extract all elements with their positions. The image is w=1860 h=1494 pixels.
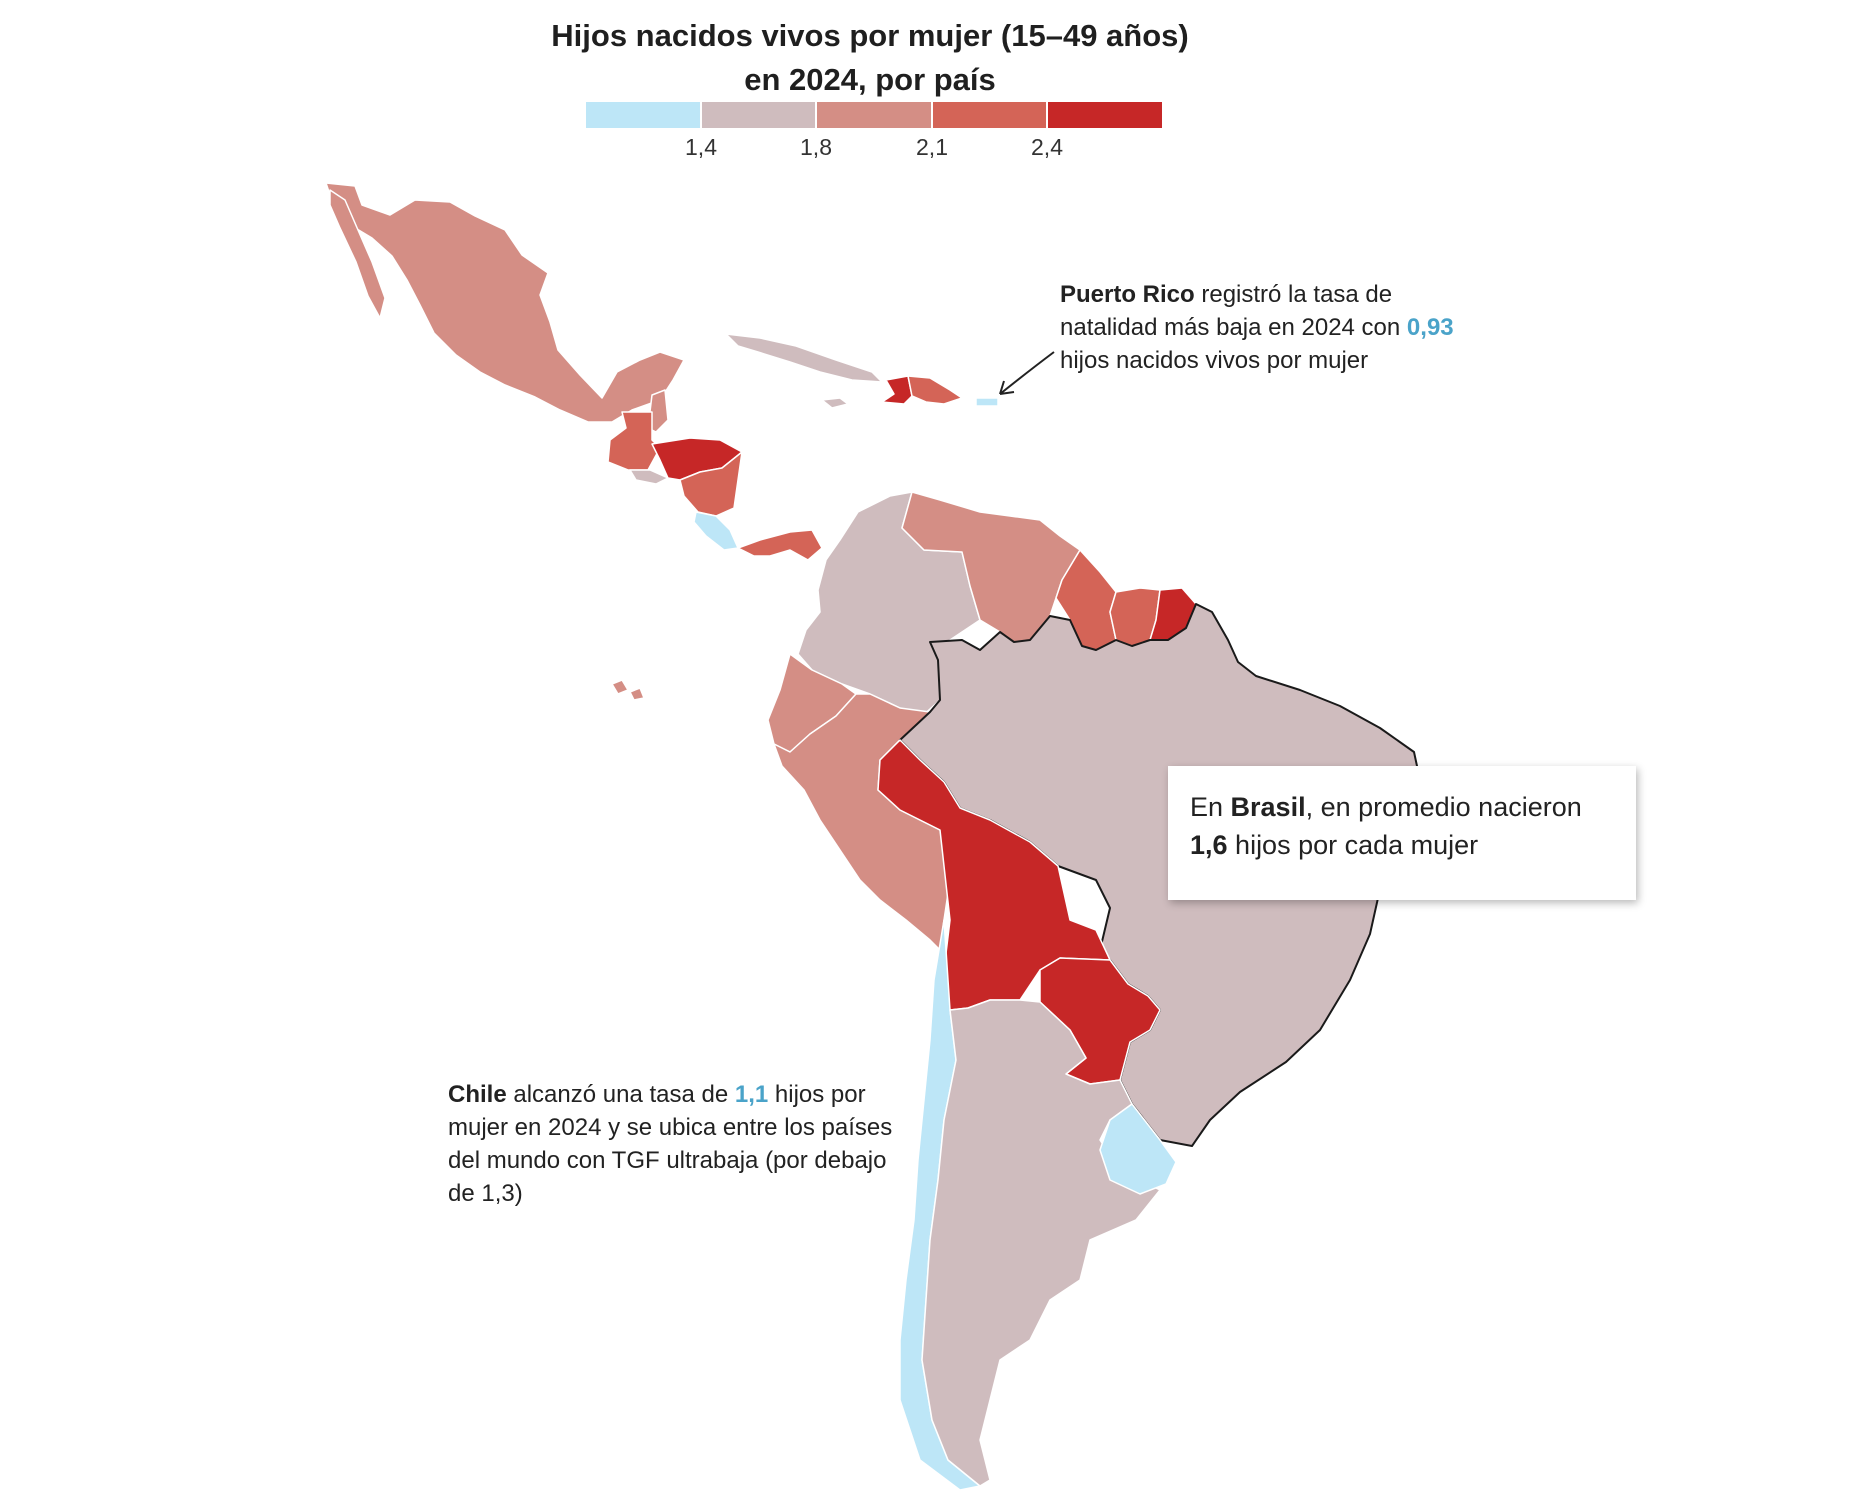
puerto-rico-annotation: Puerto Rico registró la tasa de natalida… [1060, 278, 1480, 377]
color-legend [586, 102, 1162, 128]
legend-swatch-3 [817, 102, 931, 128]
brasil-text-3: hijos por cada mujer [1227, 830, 1479, 860]
legend-tick-2: 1,8 [800, 134, 832, 160]
puerto-rico-text-1: registró la tasa de [1194, 281, 1393, 308]
country-cuba [725, 333, 883, 383]
chile-text-4: del mundo con TGF ultrabaja (por debajo [448, 1147, 887, 1174]
brasil-annotation: En Brasil, en promedio nacieron 1,6 hijo… [1190, 788, 1582, 864]
country-uruguay [1099, 1103, 1177, 1195]
chile-text-3: mujer en 2024 y se ubica entre los paíse… [448, 1114, 893, 1141]
brasil-text-1: En [1190, 792, 1231, 822]
country-el-salvador [629, 469, 669, 485]
chile-text-1: alcanzó una tasa de [506, 1081, 735, 1108]
country-dominican-republic [907, 375, 963, 405]
chile-text-5: de 1,3) [448, 1180, 523, 1207]
brasil-bold: Brasil [1230, 792, 1306, 822]
country-mexico-baja [329, 189, 386, 319]
brasil-text-2: , en promedio nacieron [1305, 792, 1582, 822]
country-mexico [325, 182, 685, 423]
title-line-1: Hijos nacidos vivos por mujer (15–49 año… [551, 18, 1189, 53]
chile-annotation: Chile alcanzó una tasa de 1,1 hijos por … [448, 1078, 928, 1210]
brasil-value: 1,6 [1190, 830, 1228, 860]
title-line-2: en 2024, por país [744, 62, 996, 97]
chile-bold: Chile [448, 1081, 507, 1108]
puerto-rico-bold: Puerto Rico [1060, 281, 1195, 308]
legend-tick-4: 2,4 [1031, 134, 1063, 160]
chile-text-2: hijos por [768, 1081, 866, 1108]
legend-swatch-2 [701, 102, 816, 128]
country-haiti [881, 375, 913, 405]
brasil-annotation-box: En Brasil, en promedio nacieron 1,6 hijo… [1168, 766, 1636, 900]
country-puerto-rico [975, 397, 999, 407]
country-jamaica [821, 397, 849, 409]
puerto-rico-text-3: hijos nacidos vivos por mujer [1060, 347, 1369, 374]
country-guatemala [607, 411, 661, 471]
country-galapagos [611, 679, 645, 701]
country-panama [737, 529, 823, 561]
map-title: Hijos nacidos vivos por mujer (15–49 año… [0, 14, 1740, 102]
chile-value: 1,1 [734, 1081, 769, 1108]
legend-swatch-4 [932, 102, 1047, 128]
country-costa-rica [693, 511, 739, 551]
legend-swatch-1 [586, 102, 700, 128]
legend-tick-3: 2,1 [916, 134, 948, 160]
puerto-rico-value: 0,93 [1406, 314, 1454, 341]
country-nicaragua [679, 451, 743, 517]
puerto-rico-text-2: natalidad más baja en 2024 con [1060, 314, 1407, 341]
country-argentina [921, 999, 1161, 1487]
puerto-rico-arrow-head [999, 380, 1015, 395]
puerto-rico-arrow [999, 351, 1055, 395]
legend-tick-1: 1,4 [685, 134, 717, 160]
legend-swatch-5 [1048, 102, 1162, 128]
